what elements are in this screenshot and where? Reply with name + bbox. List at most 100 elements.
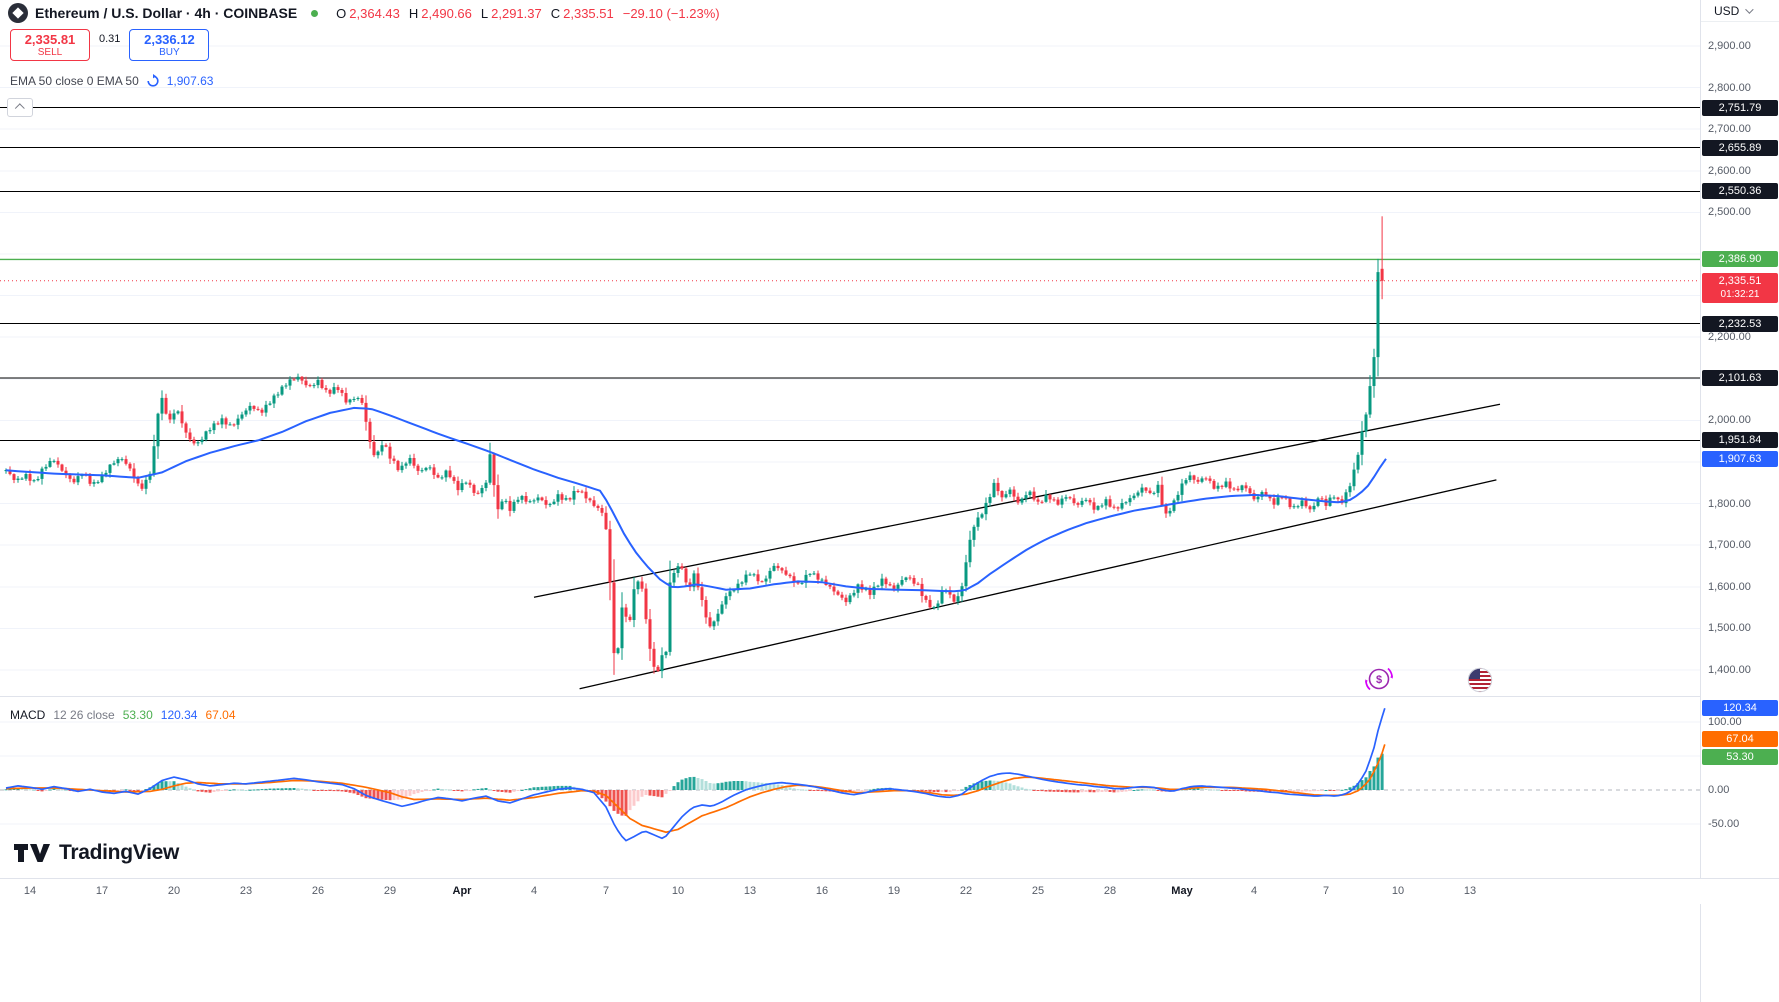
price-tick-label: 2,500.00 [1708, 206, 1751, 219]
ema-value: 1,907.63 [166, 74, 214, 88]
refresh-icon [147, 74, 159, 87]
sell-label: SELL [37, 47, 63, 58]
currency-conversion-icon[interactable]: $ [1364, 664, 1394, 694]
time-tick-label: 14 [23, 885, 37, 897]
buy-button[interactable]: 2,336.12 BUY [129, 29, 210, 61]
grid-lines [0, 45, 1700, 825]
tradingview-logo[interactable]: TradingView [14, 840, 179, 866]
price-tick-label: 2,000.00 [1708, 414, 1751, 427]
time-tick-label: 28 [1103, 885, 1117, 897]
price-tick-label: 1,800.00 [1708, 497, 1751, 510]
time-tick-label: 16 [815, 885, 829, 897]
ema-50-line[interactable] [5, 406, 1387, 593]
ohlc-h-label: H [408, 5, 419, 21]
buy-label: BUY [159, 47, 180, 58]
time-tick-label: Apr [452, 885, 472, 897]
dollar-glyph: $ [1376, 674, 1382, 686]
chevron-up-icon [14, 103, 25, 114]
macd-signal-value: 67.04 [205, 708, 236, 722]
price-badge[interactable]: 2,232.53 [1702, 315, 1778, 332]
order-panel: 2,335.81 SELL 0.31 2,336.12 BUY [10, 29, 210, 61]
time-tick-label: 17 [95, 885, 109, 897]
macd-value-badge[interactable]: 120.34 [1702, 700, 1778, 717]
price-badge[interactable]: 2,335.51 01:32:21 [1702, 272, 1778, 303]
macd-hist-value: 53.30 [122, 708, 153, 722]
time-tick-label: 29 [383, 885, 397, 897]
time-tick-label: 4 [530, 885, 538, 897]
ema-indicator-legend[interactable]: EMA 50 close 0 EMA 50 1,907.63 [10, 74, 213, 88]
tradingview-logo-text: TradingView [59, 841, 180, 864]
macd-value-badge[interactable]: 53.30 [1702, 748, 1778, 765]
time-tick-label: 10 [671, 885, 685, 897]
ema-legend-title: EMA 50 close 0 EMA 50 [10, 74, 139, 88]
time-tick-label: 7 [602, 885, 610, 897]
price-badge[interactable]: 2,101.63 [1702, 370, 1778, 387]
price-axis[interactable]: USD 2,900.00 2,800.00 2,700.00 2,600.00 2,50… [1700, 0, 1779, 1002]
tradingview-mark-icon [14, 844, 50, 862]
ohlc-change: −29.10 (−1.23%) [622, 5, 720, 21]
time-tick-label: 13 [1463, 885, 1477, 897]
price-badge[interactable]: 2,655.89 [1702, 139, 1778, 156]
ethereum-logo-icon[interactable] [8, 3, 28, 23]
macd-histogram [4, 753, 1384, 816]
price-tick-label: 1,600.00 [1708, 580, 1751, 593]
price-badge[interactable]: 2,386.90 [1702, 251, 1778, 268]
time-tick-label: 7 [1322, 885, 1330, 897]
price-tick-label: 1,400.00 [1708, 664, 1751, 676]
market-status-icon[interactable] [311, 9, 319, 17]
time-tick-label: 25 [1031, 885, 1045, 897]
ohlc-o-value: 2,364.43 [349, 5, 400, 21]
time-tick-label: May [1171, 885, 1193, 897]
price-tick-label: 1,700.00 [1708, 539, 1751, 552]
price-badge[interactable]: 1,907.63 [1702, 450, 1778, 467]
ethereum-diamond-icon [12, 7, 24, 19]
buy-price: 2,336.12 [144, 32, 195, 47]
time-tick-label: 19 [887, 885, 901, 897]
time-tick-label: 26 [311, 885, 325, 897]
ohlc-c-value: 2,335.51 [563, 5, 614, 21]
time-tick-label: 13 [743, 885, 757, 897]
price-badge[interactable]: 2,550.36 [1702, 183, 1778, 200]
ohlc-l-label: L [480, 5, 489, 21]
symbol-header: Ethereum / U.S. Dollar · 4h · COINBASE O… [8, 2, 720, 24]
candles [4, 216, 1384, 679]
sell-button[interactable]: 2,335.81 SELL [10, 29, 90, 61]
macd-legend-title: MACD [10, 708, 46, 722]
time-tick-label: 4 [1250, 885, 1258, 897]
collapse-toolbar-button[interactable] [7, 98, 33, 117]
price-tick-label: 2,800.00 [1708, 81, 1751, 94]
pane-separator[interactable] [0, 696, 1779, 697]
price-tick-label: 2,200.00 [1708, 331, 1751, 344]
ohlc-c-label: C [550, 5, 561, 21]
price-tick-label: 0.00 [1708, 784, 1730, 796]
price-level-lines [0, 107, 1700, 441]
time-tick-label: 22 [959, 885, 973, 897]
time-tick-label: 10 [1391, 885, 1405, 897]
price-badge[interactable]: 1,951.84 [1702, 432, 1778, 449]
price-badge[interactable]: 2,751.79 [1702, 99, 1778, 116]
time-tick-label: 20 [167, 885, 181, 897]
macd-legend-params: 12 26 close [53, 708, 115, 722]
currency-selector[interactable]: USD [1701, 0, 1779, 22]
chevron-down-icon [1745, 4, 1755, 14]
macd-line [5, 707, 1386, 842]
price-tick-label: -50.00 [1708, 818, 1740, 830]
us-flag-icon[interactable] [1467, 667, 1493, 693]
ohlc-l-value: 2,291.37 [491, 5, 542, 21]
price-tick-label: 2,600.00 [1708, 164, 1751, 177]
time-axis[interactable]: 14 17 20 23 26 29 Apr 4 7 10 13 16 19 22 25 28 May 4 7 10 13 [0, 878, 1779, 904]
ohlc-readout: O 2,364.43 H 2,490.66 L 2,291.37 C 2,335.51 … [330, 6, 719, 21]
macd-value-badge[interactable]: 67.04 [1702, 731, 1778, 748]
ohlc-h-value: 2,490.66 [421, 5, 472, 21]
spread-value: 0.31 [99, 33, 121, 45]
macd-indicator-legend[interactable]: MACD 12 26 close 53.30 120.34 67.04 [10, 708, 236, 722]
macd-line-value: 120.34 [160, 708, 198, 722]
price-tick-label: 100.00 [1708, 716, 1742, 728]
chart-canvas[interactable] [0, 0, 1700, 878]
sell-price: 2,335.81 [24, 32, 76, 47]
trend-channel-lines [533, 403, 1501, 690]
price-tick-label: 2,900.00 [1708, 40, 1751, 52]
symbol-title[interactable]: Ethereum / U.S. Dollar · 4h · COINBASE [35, 5, 298, 21]
price-tick-label: 1,500.00 [1708, 622, 1751, 635]
